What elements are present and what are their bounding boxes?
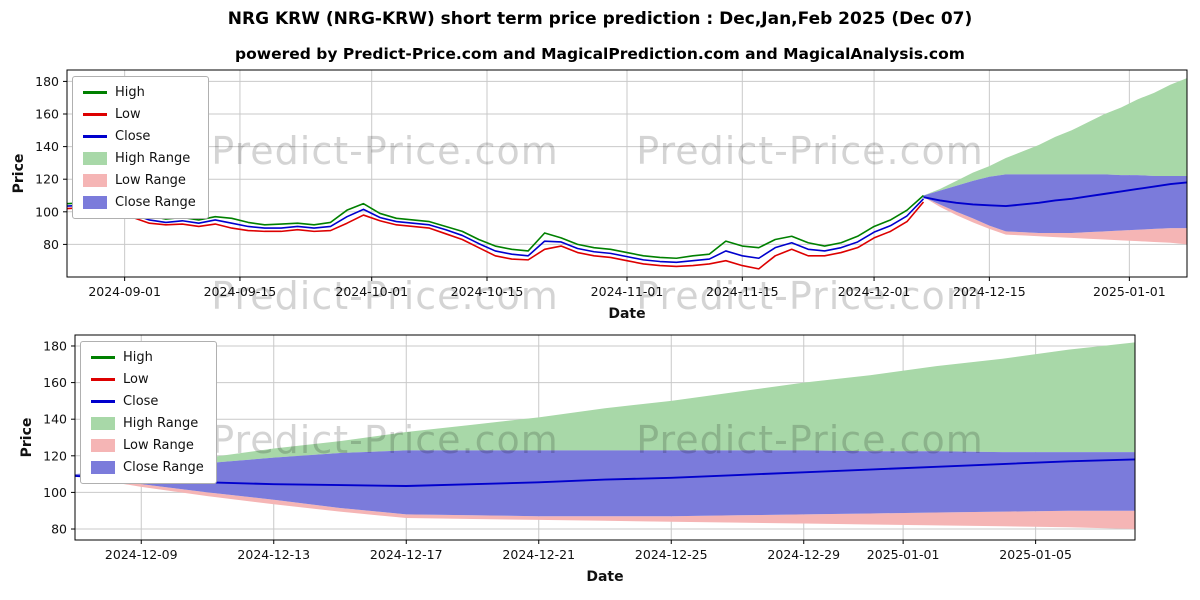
low-range-area	[75, 475, 1135, 530]
legend-label: High	[115, 85, 145, 100]
legend-swatch-line	[83, 135, 107, 138]
legend-item: High Range	[91, 416, 204, 431]
legend-item: High Range	[83, 151, 196, 166]
high-range-area	[75, 342, 1135, 475]
legend-swatch-patch	[83, 196, 107, 209]
x-tick-label: 2024-12-25	[635, 547, 708, 562]
forecast-close-line	[923, 181, 1188, 208]
x-tick-label: 2024-12-29	[767, 547, 840, 562]
forecast-close-line	[74, 458, 1136, 487]
chart-title: NRG KRW (NRG-KRW) short term price predi…	[227, 9, 973, 29]
x-tick-label: 2024-12-15	[953, 284, 1026, 299]
x-tick-label: 2024-09-15	[204, 284, 277, 299]
legend-item: High	[83, 85, 196, 100]
x-axis-label: Date	[586, 569, 623, 585]
plot-border	[74, 334, 1136, 541]
y-tick-label: 100	[43, 485, 67, 500]
x-tick-label: 2024-10-15	[451, 284, 524, 299]
legend-label: Close	[123, 394, 159, 409]
legend-swatch-line	[91, 400, 115, 403]
x-tick-label: 2025-01-01	[867, 547, 940, 562]
x-tick-label: 2025-01-01	[1093, 284, 1166, 299]
legend-main-chart: High Low Close High Range Low Range Close Ran…	[72, 76, 209, 219]
x-tick-label: 2024-12-17	[370, 547, 443, 562]
legend-item: Low	[83, 107, 196, 122]
legend-label: High	[123, 350, 153, 365]
y-tick-label: 180	[43, 338, 67, 353]
y-tick-label: 140	[35, 139, 59, 154]
high-line	[66, 194, 925, 260]
low-range-area	[923, 197, 1187, 245]
legend-item: Close Range	[83, 195, 196, 210]
legend-label: Low Range	[115, 173, 186, 188]
legend-zoom-chart: High Low Close High Range Low Range Close Ran…	[80, 341, 217, 484]
legend-label: Close Range	[115, 195, 196, 210]
close-range-area	[75, 450, 1135, 517]
y-tick-label: 100	[35, 204, 59, 219]
legend-label: Low	[115, 107, 141, 122]
legend-swatch-patch	[91, 461, 115, 474]
legend-label: Low Range	[123, 438, 194, 453]
y-tick-label: 120	[35, 172, 59, 187]
legend-swatch-line	[91, 356, 115, 359]
x-tick-label: 2024-12-09	[105, 547, 178, 562]
legend-swatch-line	[83, 113, 107, 116]
x-tick-label: 2025-01-05	[999, 547, 1072, 562]
y-axis-label: Price	[11, 154, 27, 194]
legend-swatch-patch	[83, 174, 107, 187]
y-tick-label: 120	[43, 448, 67, 463]
legend-item: Low Range	[91, 438, 204, 453]
legend-swatch-patch	[91, 439, 115, 452]
y-tick-label: 160	[43, 375, 67, 390]
legend-item: Low Range	[83, 173, 196, 188]
x-tick-label: 2024-11-15	[706, 284, 779, 299]
legend-item: High	[91, 350, 204, 365]
x-tick-label: 2024-10-01	[335, 284, 408, 299]
low-line	[66, 201, 925, 270]
chart-subtitle: powered by Predict-Price.com and Magical…	[235, 45, 965, 63]
legend-swatch-patch	[91, 417, 115, 430]
legend-label: High Range	[123, 416, 199, 431]
high-range-area	[923, 78, 1187, 196]
y-tick-label: 140	[43, 412, 67, 427]
legend-label: Low	[123, 372, 149, 387]
legend-swatch-line	[83, 91, 107, 94]
x-tick-label: 2024-11-01	[591, 284, 664, 299]
chart-full-history: 2024-09-01 2024-09-15 2024-10-01 2024-10-15…	[11, 69, 1188, 322]
legend-item: Low	[91, 372, 204, 387]
y-tick-label: 160	[35, 107, 59, 122]
y-tick-label: 80	[43, 237, 59, 252]
x-axis-label: Date	[608, 306, 645, 322]
x-tick-label: 2024-12-01	[838, 284, 911, 299]
legend-item: Close Range	[91, 460, 204, 475]
y-tick-label: 80	[51, 522, 67, 537]
x-tick-label: 2024-12-21	[502, 547, 575, 562]
legend-swatch-patch	[83, 152, 107, 165]
close-line	[66, 198, 925, 264]
legend-swatch-line	[91, 378, 115, 381]
x-tick-label: 2024-09-01	[88, 284, 161, 299]
legend-label: Close	[115, 129, 151, 144]
legend-label: High Range	[115, 151, 191, 166]
y-axis-label: Price	[19, 418, 35, 458]
close-range-area	[923, 174, 1187, 233]
x-tick-label: 2024-12-13	[237, 547, 310, 562]
y-tick-label: 180	[35, 74, 59, 89]
chart-forecast-zoom: 2024-12-09 2024-12-13 2024-12-17 2024-12-21…	[19, 334, 1136, 585]
legend-label: Close Range	[123, 460, 204, 475]
legend-item: Close	[91, 394, 204, 409]
legend-item: Close	[83, 129, 196, 144]
